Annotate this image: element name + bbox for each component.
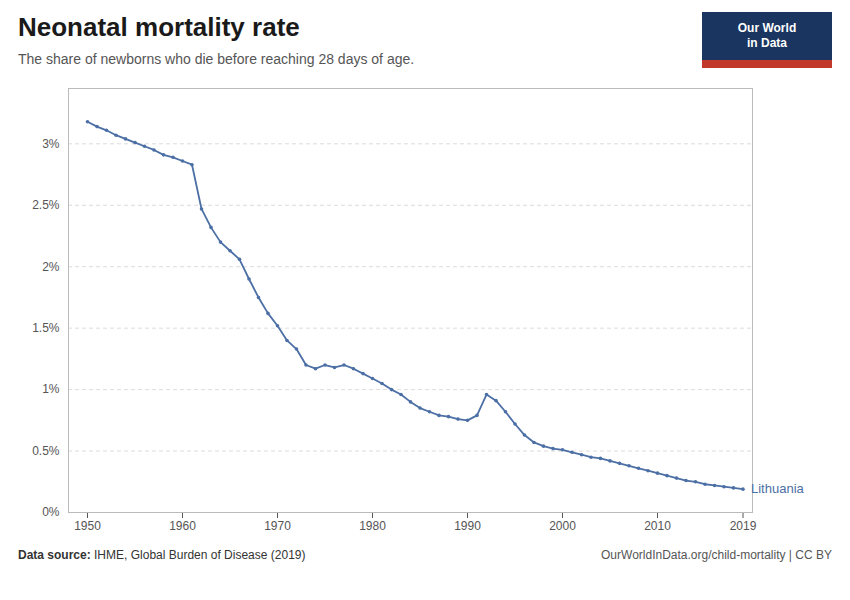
- svg-text:1970: 1970: [264, 519, 291, 533]
- svg-text:0%: 0%: [42, 505, 60, 519]
- svg-text:1960: 1960: [169, 519, 196, 533]
- svg-text:2%: 2%: [42, 260, 60, 274]
- html-text:in Data: in Data: [747, 36, 787, 50]
- html-text:The share of newborns who die: The share of newborns who die before rea…: [18, 51, 415, 67]
- svg-text:2000: 2000: [549, 519, 576, 533]
- svg-text:0.5%: 0.5%: [32, 444, 60, 458]
- html-text:Neonatal mortality rate: Neonatal mortality rate: [18, 12, 300, 42]
- svg-text:1980: 1980: [359, 519, 386, 533]
- html-text:Data source: IHME, Global Burd: Data source: IHME, Global Burden of Dise…: [18, 548, 306, 562]
- html-text:OurWorldInData.org/child-morta: OurWorldInData.org/child-mortality | CC …: [601, 548, 832, 562]
- svg-text:Lithuania: Lithuania: [751, 481, 805, 496]
- svg-text:2.5%: 2.5%: [32, 198, 60, 212]
- html-text:Our World: Our World: [737, 21, 797, 35]
- svg-text:2010: 2010: [644, 519, 671, 533]
- svg-text:1.5%: 1.5%: [32, 321, 60, 335]
- svg-text:1950: 1950: [74, 519, 101, 533]
- svg-text:1%: 1%: [42, 382, 60, 396]
- svg-text:1990: 1990: [454, 519, 481, 533]
- svg-text:3%: 3%: [42, 137, 60, 151]
- svg-text:2019: 2019: [730, 519, 757, 533]
